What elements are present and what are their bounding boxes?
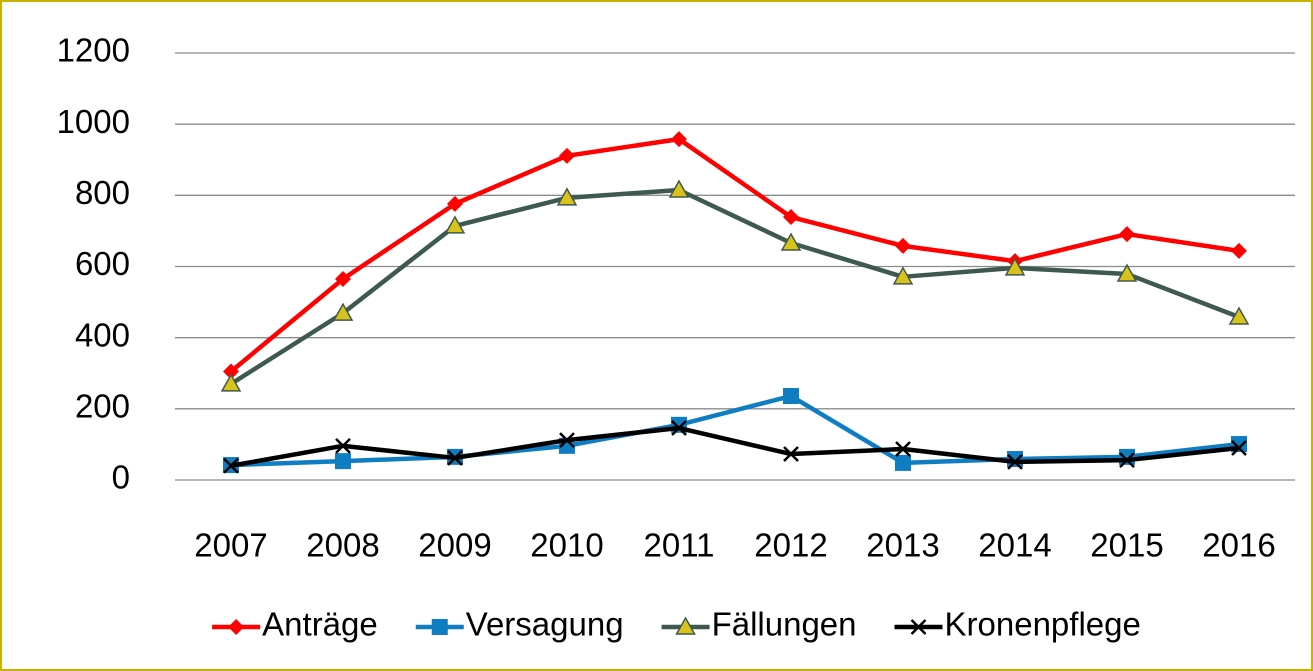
marker xyxy=(1007,453,1023,470)
y-tick-label: 800 xyxy=(75,174,130,211)
series xyxy=(223,420,1247,474)
marker xyxy=(1231,242,1247,259)
x-tick-label: 2011 xyxy=(644,527,715,564)
marker xyxy=(1119,448,1135,465)
marker xyxy=(335,453,351,470)
legend-marker xyxy=(910,619,927,635)
y-tick-label: 200 xyxy=(75,388,130,425)
marker xyxy=(1116,263,1138,282)
marker xyxy=(895,237,911,254)
x-tick-label: 2016 xyxy=(1202,527,1275,564)
series-line xyxy=(229,136,1240,374)
y-tick-label: 400 xyxy=(75,316,130,353)
series xyxy=(220,179,1250,392)
marker xyxy=(444,215,466,234)
marker xyxy=(1228,306,1250,325)
x-tick-label: 2010 xyxy=(530,527,603,564)
marker xyxy=(780,232,802,251)
x-tick-label: 2014 xyxy=(978,527,1051,564)
series-line xyxy=(230,425,1240,468)
legend-marker xyxy=(675,616,696,635)
marker xyxy=(895,454,911,471)
marker xyxy=(335,270,351,287)
legend-label: Versagung xyxy=(466,606,624,643)
y-tick-label: 600 xyxy=(75,245,130,282)
series-line xyxy=(229,187,1240,386)
y-tick-label: 1200 xyxy=(57,32,130,69)
marker xyxy=(223,457,239,474)
legend-label: Fällungen xyxy=(712,606,857,643)
marker xyxy=(220,373,242,392)
legend: Anträge Versagung Fällungen Kronenpflege xyxy=(212,606,1141,643)
marker xyxy=(559,147,575,164)
legend-marker xyxy=(431,619,448,635)
marker xyxy=(671,420,687,436)
series xyxy=(223,131,1247,380)
legend-marker xyxy=(228,619,245,635)
marker xyxy=(447,450,463,466)
x-tick-label: 2009 xyxy=(418,527,491,564)
legend-label: Anträge xyxy=(262,606,378,643)
marker xyxy=(447,195,463,212)
x-tick-label: 2007 xyxy=(194,527,267,564)
y-tick-label: 0 xyxy=(112,459,130,496)
marker xyxy=(335,437,351,454)
marker xyxy=(668,179,690,198)
x-tick-label: 2013 xyxy=(866,527,939,564)
marker xyxy=(783,446,799,462)
x-tick-label: 2015 xyxy=(1090,527,1163,564)
marker xyxy=(671,131,687,148)
series-line xyxy=(230,393,1240,468)
y-tick-label: 1000 xyxy=(57,103,130,140)
marker xyxy=(1119,452,1135,468)
marker xyxy=(783,388,799,405)
x-tick-label: 2008 xyxy=(306,527,379,564)
x-tick-label: 2012 xyxy=(754,527,827,564)
marker xyxy=(332,302,354,321)
marker xyxy=(1004,257,1026,276)
marker xyxy=(892,266,914,285)
marker xyxy=(223,363,239,380)
marker xyxy=(556,187,578,206)
marker xyxy=(895,441,911,457)
marker xyxy=(783,209,799,226)
legend-label: Kronenpflege xyxy=(945,606,1141,643)
marker xyxy=(1231,440,1247,456)
marker xyxy=(559,432,575,449)
marker xyxy=(1119,226,1135,243)
